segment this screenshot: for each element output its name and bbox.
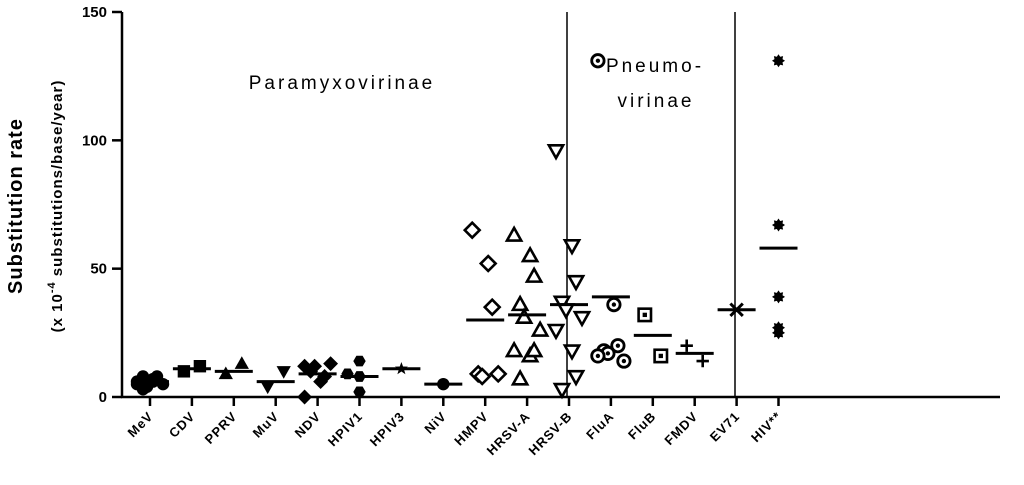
y-tick-label: 0 xyxy=(99,389,107,406)
data-point xyxy=(307,358,323,374)
data-point xyxy=(771,326,786,340)
y-tick-label: 100 xyxy=(82,132,107,149)
data-point xyxy=(297,358,313,374)
x-tick-label: FluA xyxy=(583,409,617,443)
data-point xyxy=(606,296,622,313)
x-tick-label: NDV xyxy=(292,409,324,441)
data-point xyxy=(566,274,586,292)
x-tick-label: HPIV1 xyxy=(325,409,366,450)
data-point xyxy=(566,369,586,387)
data-point xyxy=(530,320,550,337)
data-point xyxy=(504,225,524,242)
data-point xyxy=(462,220,482,240)
data-point xyxy=(234,356,249,369)
data-point xyxy=(680,339,693,352)
data-point xyxy=(562,238,582,256)
data-point xyxy=(556,303,576,320)
y-tick-label: 150 xyxy=(82,4,107,21)
y-axis-unit: (x 10-4 substitutions/base/year) xyxy=(46,80,66,333)
x-tick-label: FMDV xyxy=(661,409,700,448)
x-tick-label: PPRV xyxy=(202,409,240,447)
x-tick-label: HMPV xyxy=(451,409,491,449)
data-point xyxy=(510,368,530,386)
data-point xyxy=(572,310,592,328)
data-point xyxy=(616,353,632,369)
group-label-pneumovirinae-line2: virinae xyxy=(618,91,695,112)
data-point xyxy=(504,340,524,358)
data-point xyxy=(323,356,339,372)
group-label-pneumovirinae-line1: Pneumo- xyxy=(606,56,704,77)
data-point xyxy=(653,348,669,364)
data-point xyxy=(193,360,207,373)
data-point xyxy=(590,53,606,69)
x-tick-label: MuV xyxy=(250,409,282,441)
x-tick-label: NiV xyxy=(421,409,449,437)
data-point xyxy=(546,323,566,341)
x-tick-label: FluB xyxy=(625,409,659,443)
data-point xyxy=(771,218,786,232)
data-point xyxy=(353,355,366,367)
data-point xyxy=(552,382,572,400)
y-axis-unit-exponent: -4 xyxy=(46,281,58,293)
data-point xyxy=(771,54,786,68)
y-ticks: 0 50 100 150 xyxy=(82,4,122,406)
x-tick-label: HPIV3 xyxy=(367,409,408,450)
y-axis-title: Substitution rate xyxy=(5,118,27,294)
axes xyxy=(120,12,1000,399)
data-point xyxy=(637,307,653,323)
x-tick-label: HIV** xyxy=(748,409,785,446)
group-label-paramyxovirinae: Paramyxovirinae xyxy=(249,73,436,94)
data-point xyxy=(546,144,566,161)
data-point xyxy=(297,389,313,405)
y-tick-label: 50 xyxy=(90,261,107,278)
data-point xyxy=(482,297,502,317)
data-point xyxy=(150,370,164,383)
mean-lines xyxy=(131,246,798,386)
data-point xyxy=(353,386,366,398)
data-point xyxy=(590,348,606,364)
data-point xyxy=(478,254,498,273)
data-point xyxy=(562,344,582,361)
data-point xyxy=(260,381,275,395)
data-point xyxy=(524,266,544,283)
data-point xyxy=(771,290,786,304)
x-tick-label: HRSV-A xyxy=(484,409,534,459)
data-point xyxy=(177,365,191,378)
x-tick-label: CDV xyxy=(166,409,198,441)
group-separators xyxy=(566,12,736,397)
data-point xyxy=(610,338,626,354)
data-point xyxy=(520,245,540,263)
data-point xyxy=(524,340,544,358)
x-tick-label: HRSV-B xyxy=(526,409,576,459)
x-tick-label: MeV xyxy=(124,409,156,441)
y-axis-unit-suffix: substitutions/base/year) xyxy=(49,80,66,282)
data-point xyxy=(696,354,709,368)
x-ticks: MeV CDV PPRV MuV NDV HPIV1 HPIV3 NiV HMPVHRSV-AH… xyxy=(124,397,785,459)
x-tick-label: EV71 xyxy=(707,409,743,445)
data-point xyxy=(510,294,530,312)
data-point xyxy=(472,367,492,386)
data-point xyxy=(276,366,291,379)
data-point xyxy=(488,364,508,384)
y-axis-unit-prefix: (x 10 xyxy=(49,293,66,332)
data-points xyxy=(130,53,786,405)
